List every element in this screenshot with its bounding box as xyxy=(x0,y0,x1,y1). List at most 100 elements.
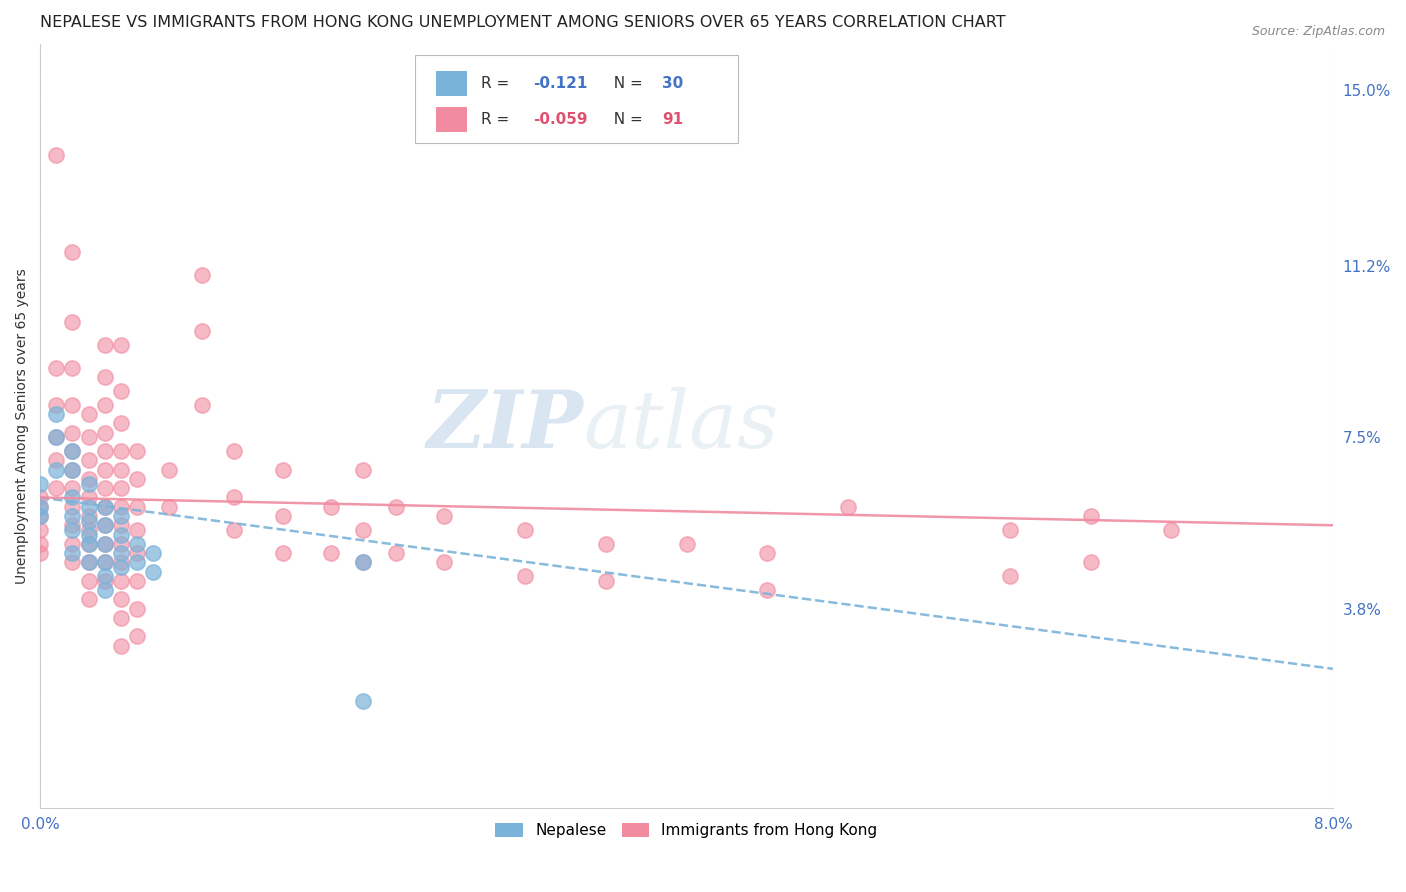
Point xyxy=(110,592,132,607)
Point xyxy=(94,370,117,384)
Point xyxy=(125,523,148,537)
Text: R =: R = xyxy=(481,76,515,90)
Point xyxy=(62,546,84,560)
Point xyxy=(125,444,148,458)
Point xyxy=(62,518,84,533)
Point xyxy=(94,463,117,477)
Point xyxy=(513,569,536,583)
Text: Source: ZipAtlas.com: Source: ZipAtlas.com xyxy=(1251,25,1385,38)
Point xyxy=(110,481,132,495)
Point xyxy=(125,601,148,615)
Text: -0.059: -0.059 xyxy=(533,112,588,127)
Point xyxy=(352,463,374,477)
Point xyxy=(513,523,536,537)
Point xyxy=(94,537,117,551)
Text: N =: N = xyxy=(603,112,647,127)
Point xyxy=(384,546,406,560)
Point xyxy=(110,444,132,458)
Point xyxy=(110,417,132,431)
Point xyxy=(45,360,67,375)
Point xyxy=(77,472,100,486)
Point xyxy=(94,500,117,514)
Point xyxy=(77,476,100,491)
Point xyxy=(675,537,697,551)
Point xyxy=(94,337,117,351)
Point xyxy=(125,629,148,643)
Point xyxy=(110,546,132,560)
Legend: Nepalese, Immigrants from Hong Kong: Nepalese, Immigrants from Hong Kong xyxy=(488,815,886,846)
Point xyxy=(77,491,100,505)
Point xyxy=(110,560,132,574)
Point xyxy=(352,694,374,708)
Point xyxy=(157,463,180,477)
Point xyxy=(110,555,132,569)
Point xyxy=(77,407,100,421)
Point xyxy=(1080,508,1102,523)
Point xyxy=(110,463,132,477)
Point xyxy=(62,314,84,328)
Point xyxy=(94,583,117,598)
Point xyxy=(77,537,100,551)
Point xyxy=(190,268,212,283)
Point xyxy=(271,508,294,523)
Point xyxy=(45,481,67,495)
Text: atlas: atlas xyxy=(583,387,779,465)
Point xyxy=(110,337,132,351)
Point xyxy=(45,407,67,421)
Point xyxy=(77,508,100,523)
Point xyxy=(837,500,859,514)
Point xyxy=(94,481,117,495)
Point xyxy=(94,518,117,533)
Point xyxy=(222,491,245,505)
Point xyxy=(756,546,779,560)
Text: NEPALESE VS IMMIGRANTS FROM HONG KONG UNEMPLOYMENT AMONG SENIORS OVER 65 YEARS C: NEPALESE VS IMMIGRANTS FROM HONG KONG UN… xyxy=(41,15,1005,30)
Point xyxy=(45,430,67,444)
Point xyxy=(77,592,100,607)
Point xyxy=(142,565,165,579)
Point xyxy=(62,463,84,477)
Point xyxy=(384,500,406,514)
Point xyxy=(433,508,456,523)
Point xyxy=(45,148,67,162)
FancyBboxPatch shape xyxy=(415,55,738,143)
Point xyxy=(125,500,148,514)
Point xyxy=(157,500,180,514)
Point xyxy=(110,639,132,653)
Point xyxy=(77,537,100,551)
Point xyxy=(110,527,132,541)
Point xyxy=(77,527,100,541)
Point xyxy=(62,398,84,412)
Point xyxy=(125,546,148,560)
Point xyxy=(110,537,132,551)
Point xyxy=(271,463,294,477)
Point xyxy=(110,518,132,533)
Point xyxy=(595,574,617,588)
Point xyxy=(222,523,245,537)
Point xyxy=(125,574,148,588)
Point xyxy=(77,555,100,569)
Point xyxy=(62,555,84,569)
Point xyxy=(77,453,100,467)
Point xyxy=(45,398,67,412)
Point xyxy=(352,555,374,569)
Point xyxy=(62,537,84,551)
Point xyxy=(998,569,1021,583)
Point xyxy=(30,508,52,523)
Point xyxy=(62,425,84,440)
Point xyxy=(94,555,117,569)
Point xyxy=(62,481,84,495)
Point xyxy=(30,500,52,514)
Point xyxy=(45,430,67,444)
Text: R =: R = xyxy=(481,112,515,127)
Point xyxy=(30,546,52,560)
Point xyxy=(30,508,52,523)
Point xyxy=(756,583,779,598)
Point xyxy=(45,463,67,477)
Point xyxy=(94,398,117,412)
Point xyxy=(352,555,374,569)
Point xyxy=(319,546,342,560)
Point xyxy=(94,425,117,440)
Point xyxy=(94,444,117,458)
Text: -0.121: -0.121 xyxy=(533,76,588,90)
Point xyxy=(30,491,52,505)
